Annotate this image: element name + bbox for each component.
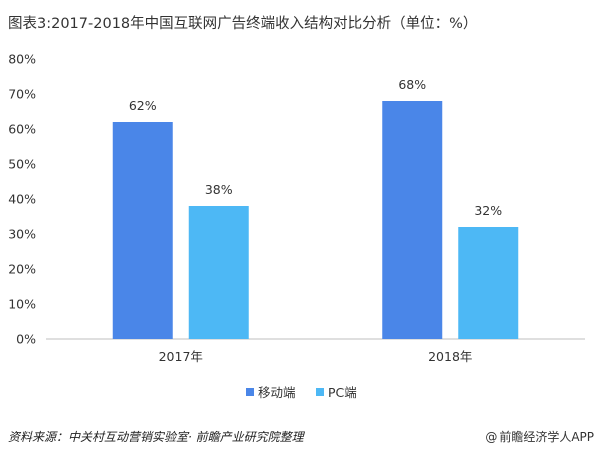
y-tick-label: 60% <box>8 122 36 137</box>
brand-at-icon: @ <box>485 430 498 444</box>
x-axis: 2017年 2018年 <box>159 349 473 364</box>
y-axis: 0% 10% 20% 30% 40% 50% 60% 70% 80% <box>8 52 36 347</box>
data-label: 38% <box>205 182 233 197</box>
y-tick-label: 0% <box>16 332 36 347</box>
chart-title: 图表3:2017-2018年中国互联网广告终端收入结构对比分析（单位：%） <box>8 16 478 32</box>
bars: 62% 38% 68% 32% <box>112 77 519 339</box>
bar <box>188 206 249 339</box>
legend-swatch <box>316 388 324 396</box>
x-tick-label: 2018年 <box>428 349 472 364</box>
y-tick-label: 80% <box>8 52 36 67</box>
data-label: 32% <box>474 203 502 218</box>
x-tick-label: 2017年 <box>159 349 203 364</box>
brand-footer: @ 前瞻经济学人APP <box>485 428 594 445</box>
y-tick-label: 20% <box>8 262 36 277</box>
y-tick-label: 40% <box>8 192 36 207</box>
bar <box>382 101 443 339</box>
y-tick-label: 50% <box>8 157 36 172</box>
source-note: 资料来源：中关村互动营销实验室· 前瞻产业研究院整理 <box>8 430 304 444</box>
bar <box>458 227 519 339</box>
y-tick-label: 30% <box>8 227 36 242</box>
legend-label: PC端 <box>328 385 357 400</box>
legend: 移动端 PC端 <box>246 385 357 400</box>
data-label: 62% <box>129 98 157 113</box>
brand-label: 前瞻经济学人APP <box>499 430 594 444</box>
legend-swatch <box>246 388 254 396</box>
bar <box>112 122 173 339</box>
data-label: 68% <box>398 77 426 92</box>
bar-chart: 0%10%20%30%40%50%60%70%80% 62%38%68%32% … <box>8 52 585 400</box>
y-tick-label: 10% <box>8 297 36 312</box>
y-tick-label: 70% <box>8 87 36 102</box>
legend-label: 移动端 <box>258 385 296 400</box>
